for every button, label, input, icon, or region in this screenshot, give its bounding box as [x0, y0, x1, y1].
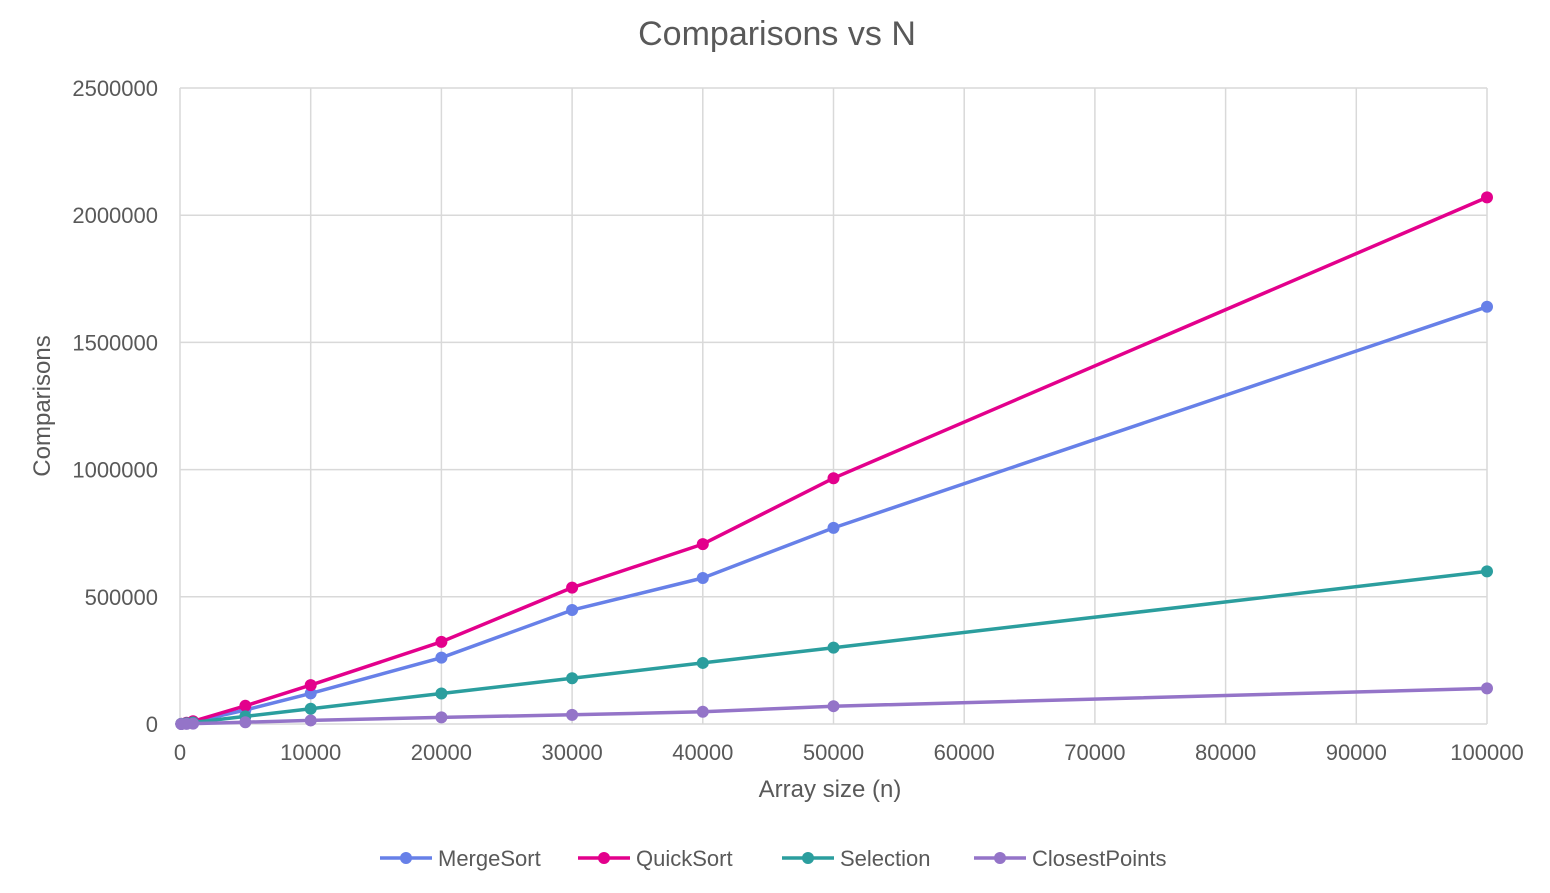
legend-label: ClosestPoints [1032, 846, 1167, 871]
data-point [187, 717, 200, 730]
legend-swatch-marker [802, 852, 814, 864]
x-tick-label: 0 [174, 740, 186, 765]
legend-item: ClosestPoints [974, 846, 1167, 871]
data-point [827, 472, 840, 485]
data-point [435, 651, 448, 664]
data-point [304, 714, 317, 727]
x-tick-label: 80000 [1195, 740, 1256, 765]
y-tick-label: 500000 [85, 585, 158, 610]
data-point [239, 716, 252, 729]
data-point [1481, 682, 1493, 695]
data-point [696, 571, 709, 584]
x-tick-label: 90000 [1326, 740, 1387, 765]
data-point [435, 687, 448, 700]
x-axis-ticks: 0 10000 20000 30000 40000 50000 60000 70000 8000… [174, 740, 1524, 765]
data-point [239, 699, 252, 712]
legend-swatch-marker [400, 852, 412, 864]
legend-label: QuickSort [636, 846, 733, 871]
data-point [1481, 191, 1493, 204]
legend-label: Selection [840, 846, 931, 871]
x-tick-label: 20000 [411, 740, 472, 765]
data-point [827, 641, 840, 654]
data-point [827, 521, 840, 534]
legend-label: MergeSort [438, 846, 541, 871]
y-tick-label: 0 [146, 712, 158, 737]
data-point [1481, 300, 1493, 313]
legend-item: QuickSort [578, 846, 733, 871]
y-tick-label: 2000000 [72, 203, 158, 228]
data-point [696, 656, 709, 669]
data-point [435, 635, 448, 648]
data-point [566, 672, 579, 685]
data-point [304, 702, 317, 715]
data-point [566, 708, 579, 721]
series-group [175, 191, 1493, 730]
chart-title: Comparisons vs N [638, 15, 916, 53]
y-axis-title: Comparisons [29, 335, 56, 476]
y-tick-label: 2500000 [72, 76, 158, 101]
legend-item: MergeSort [380, 846, 541, 871]
y-axis-ticks: 0 500000 1000000 1500000 2000000 2500000 [72, 76, 158, 737]
x-tick-label: 30000 [542, 740, 603, 765]
y-tick-label: 1000000 [72, 458, 158, 483]
data-point [696, 538, 709, 551]
x-tick-label: 40000 [672, 740, 733, 765]
legend-swatch-marker [598, 852, 610, 864]
x-tick-label: 100000 [1450, 740, 1523, 765]
x-tick-label: 10000 [280, 740, 341, 765]
data-point [304, 679, 317, 692]
legend-swatch-marker [994, 852, 1006, 864]
x-tick-label: 50000 [803, 740, 864, 765]
data-point [566, 581, 579, 594]
x-axis-title: Array size (n) [759, 776, 902, 803]
x-tick-label: 60000 [934, 740, 995, 765]
series-closestpoints [175, 682, 1493, 730]
data-point [566, 604, 579, 617]
grid [179, 87, 1488, 725]
data-point [696, 705, 709, 718]
legend: MergeSort QuickSort Selection ClosestPoints [380, 846, 1167, 871]
data-point [827, 700, 840, 713]
legend-item: Selection [782, 846, 931, 871]
x-tick-label: 70000 [1064, 740, 1125, 765]
y-tick-label: 1500000 [72, 330, 158, 355]
data-point [435, 711, 448, 724]
data-point [304, 687, 317, 700]
data-point [1481, 565, 1493, 578]
